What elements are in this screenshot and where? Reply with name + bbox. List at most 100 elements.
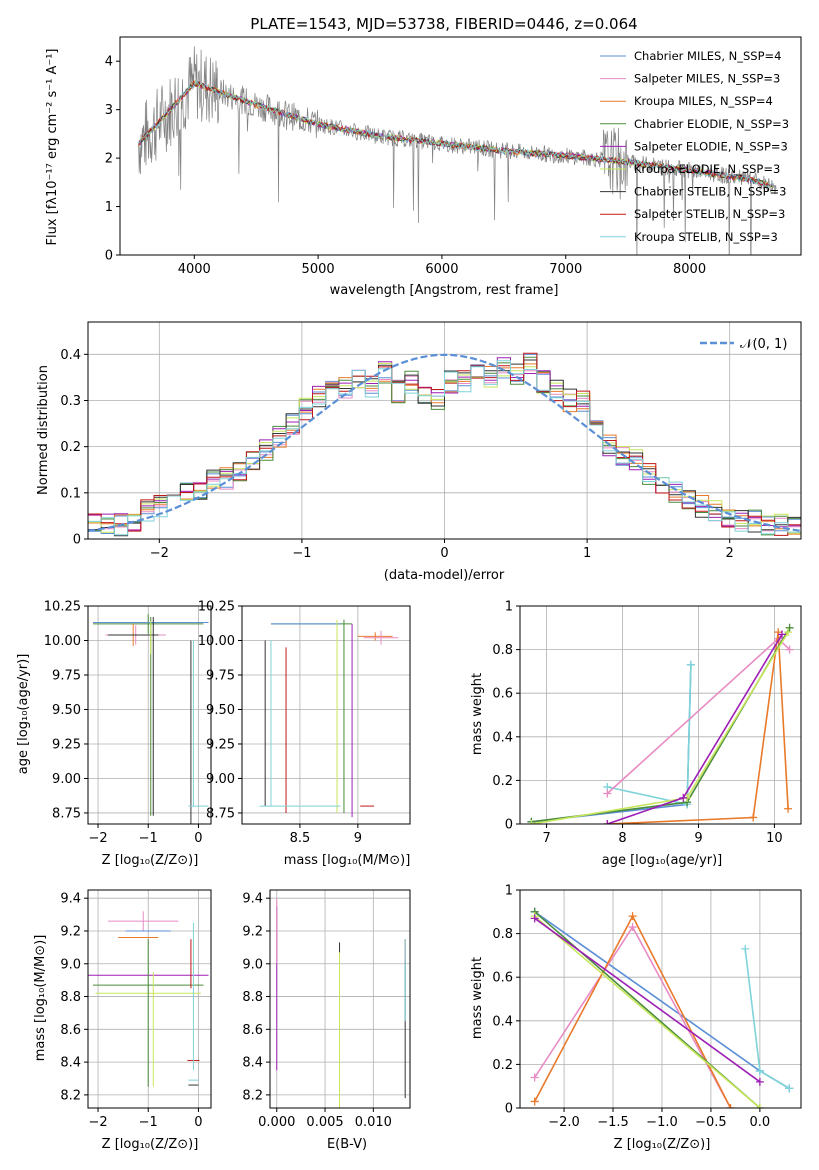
age-vs-Z-xlabel: Z [log₁₀(Z/Z⊙)] bbox=[102, 853, 199, 868]
legend-label: Chabrier ELODIE, N_SSP=3 bbox=[634, 117, 789, 131]
weight-point-marker bbox=[741, 944, 750, 953]
x-tick-label: −1 bbox=[292, 546, 311, 561]
residual-histogram-line bbox=[88, 360, 801, 536]
y-tick-label: 0.4 bbox=[492, 1014, 513, 1029]
weight-point-marker bbox=[603, 820, 612, 824]
x-tick-label: −1.0 bbox=[646, 1115, 678, 1130]
residuals-panel: −2 −1 0 1 200.10.20.30.4 (data-model)/error … bbox=[36, 321, 802, 583]
axes-frame bbox=[519, 889, 802, 1109]
y-tick-label: 8.8 bbox=[242, 990, 263, 1005]
weight-point-marker bbox=[785, 645, 794, 654]
x-tick-label: 8 bbox=[618, 831, 626, 846]
legend-label: Salpeter STELIB, N_SSP=3 bbox=[634, 207, 785, 221]
observed-spectrum-line bbox=[138, 46, 777, 255]
y-tick-label: 9.75 bbox=[206, 668, 235, 683]
legend-entry: Salpeter STELIB, N_SSP=3 bbox=[600, 207, 785, 221]
x-tick-label: −2 bbox=[88, 1115, 107, 1130]
y-tick-label: 0 bbox=[73, 533, 81, 548]
legend-entry: Chabrier ELODIE, N_SSP=3 bbox=[600, 117, 789, 131]
weight-point-marker bbox=[527, 820, 536, 824]
mass-vs-Z-plot-area: −2 −1 0 8.2 8.4 8.6 8.8 9.0 9.2 9.4 bbox=[60, 889, 212, 1130]
weight-point-marker bbox=[603, 789, 612, 798]
weight-point-marker bbox=[755, 1104, 764, 1108]
age-vs-mass-plot-area: 8.5 9 8.75 9.00 9.25 9.50 9.75 10.00 10.25 bbox=[198, 600, 411, 846]
y-tick-label: 9.0 bbox=[60, 957, 81, 972]
legend-entry: Chabrier MILES, N_SSP=4 bbox=[600, 49, 781, 63]
spectrum-ylabel: Flux [fλ10⁻¹⁷ erg cm⁻² s⁻¹ A⁻¹] bbox=[45, 49, 60, 246]
weight-point-marker bbox=[778, 630, 787, 639]
plot-content bbox=[530, 907, 794, 1108]
weight-series-line bbox=[534, 917, 761, 1083]
weight-series-line bbox=[607, 664, 692, 806]
spectrum-panel: PLATE=1543, MJD=53738, FIBERID=0446, z=0… bbox=[45, 15, 802, 298]
y-tick-label: 0.4 bbox=[60, 348, 81, 363]
legend-label: Salpeter ELODIE, N_SSP=3 bbox=[634, 139, 788, 153]
weight-vs-age-plot-area: 7 8 9 10 0 0.2 0.4 0.6 0.8 1 bbox=[492, 600, 802, 846]
y-tick-label: 8.75 bbox=[206, 806, 235, 821]
age-vs-mass-xlabel: mass [log₁₀(M/M⊙)] bbox=[284, 853, 411, 868]
weight-vs-Z-xlabel: Z [log₁₀(Z/Z⊙)] bbox=[614, 1137, 711, 1152]
x-tick-label: 5000 bbox=[302, 262, 335, 277]
weight-vs-Z-plot-area: −2.0 −1.5 −1.0 −0.5 0.0 0 0.2 0.4 0.6 0.8 1 bbox=[492, 884, 802, 1130]
x-tick-label: 2 bbox=[726, 546, 734, 561]
x-tick-label: 0 bbox=[194, 831, 202, 846]
y-tick-label: 0.8 bbox=[492, 643, 513, 658]
weight-point-marker bbox=[784, 804, 793, 813]
legend-entry: Salpeter MILES, N_SSP=3 bbox=[600, 72, 780, 86]
weight-series-line bbox=[607, 632, 789, 824]
x-tick-label: −0.5 bbox=[695, 1115, 727, 1130]
weight-point-marker bbox=[530, 914, 539, 923]
legend-label: Kroupa ELODIE, N_SSP=3 bbox=[634, 162, 780, 176]
legend-label: Salpeter MILES, N_SSP=3 bbox=[634, 72, 780, 86]
y-tick-label: 9.0 bbox=[242, 957, 263, 972]
y-tick-label: 8.6 bbox=[242, 1023, 263, 1038]
normal-legend-label: 𝒩(0, 1) bbox=[740, 337, 787, 352]
y-tick-label: 0.8 bbox=[492, 927, 513, 942]
weight-point-marker bbox=[679, 793, 688, 802]
x-tick-label: −1 bbox=[139, 831, 158, 846]
weight-series-line bbox=[744, 948, 790, 1090]
y-tick-label: 0 bbox=[505, 818, 513, 833]
normal-distribution-curve bbox=[88, 353, 801, 532]
weight-point-marker bbox=[530, 1073, 539, 1082]
y-tick-label: 10.25 bbox=[44, 600, 81, 615]
y-tick-label: 1 bbox=[105, 200, 113, 215]
weight-vs-age-xlabel: age [log₁₀(age/yr)] bbox=[602, 853, 723, 868]
y-tick-label: 0.6 bbox=[492, 687, 513, 702]
x-tick-label: −2 bbox=[150, 546, 169, 561]
x-tick-label: 1 bbox=[583, 546, 591, 561]
legend-entry: Kroupa STELIB, N_SSP=3 bbox=[600, 230, 778, 244]
y-tick-label: 8.2 bbox=[60, 1088, 81, 1103]
y-tick-label: 9.25 bbox=[206, 737, 235, 752]
y-tick-label: 9.50 bbox=[206, 703, 235, 718]
normal-legend: 𝒩(0, 1) bbox=[700, 337, 787, 352]
weight-vs-Z-ylabel: mass weight bbox=[470, 957, 485, 1039]
axes-frame bbox=[519, 605, 802, 825]
x-tick-label: 8.5 bbox=[290, 831, 311, 846]
x-tick-label: 6000 bbox=[425, 262, 458, 277]
mass-vs-ebv-plot-area: 0.000 0.005 0.010 8.2 8.4 8.6 8.8 9.0 9.2 9.4 bbox=[242, 889, 411, 1130]
spectrum-title: PLATE=1543, MJD=53738, FIBERID=0446, z=0… bbox=[250, 15, 637, 33]
x-tick-label: 10 bbox=[766, 831, 783, 846]
weight-point-marker bbox=[628, 912, 637, 921]
y-tick-label: 0.2 bbox=[60, 440, 81, 455]
weight-point-marker bbox=[530, 1097, 539, 1106]
axes-frame bbox=[241, 605, 411, 825]
y-tick-label: 4 bbox=[105, 55, 113, 70]
x-tick-label: 0.005 bbox=[306, 1115, 343, 1130]
axes-frame bbox=[87, 605, 212, 825]
weight-point-marker bbox=[785, 1084, 794, 1093]
y-tick-label: 0.6 bbox=[492, 971, 513, 986]
y-tick-label: 8.4 bbox=[60, 1056, 81, 1071]
y-tick-label: 0.4 bbox=[492, 730, 513, 745]
y-tick-label: 9.2 bbox=[60, 924, 81, 939]
plot-content bbox=[259, 619, 399, 818]
y-tick-label: 8.4 bbox=[242, 1056, 263, 1071]
y-tick-label: 9.75 bbox=[52, 668, 81, 683]
weight-point-marker bbox=[785, 623, 794, 632]
mass-vs-Z-ylabel: mass [log₁₀(M/M⊙)] bbox=[33, 935, 48, 1062]
weight-series-line bbox=[531, 664, 692, 823]
plot-content bbox=[88, 352, 801, 537]
y-tick-label: 9.25 bbox=[52, 737, 81, 752]
